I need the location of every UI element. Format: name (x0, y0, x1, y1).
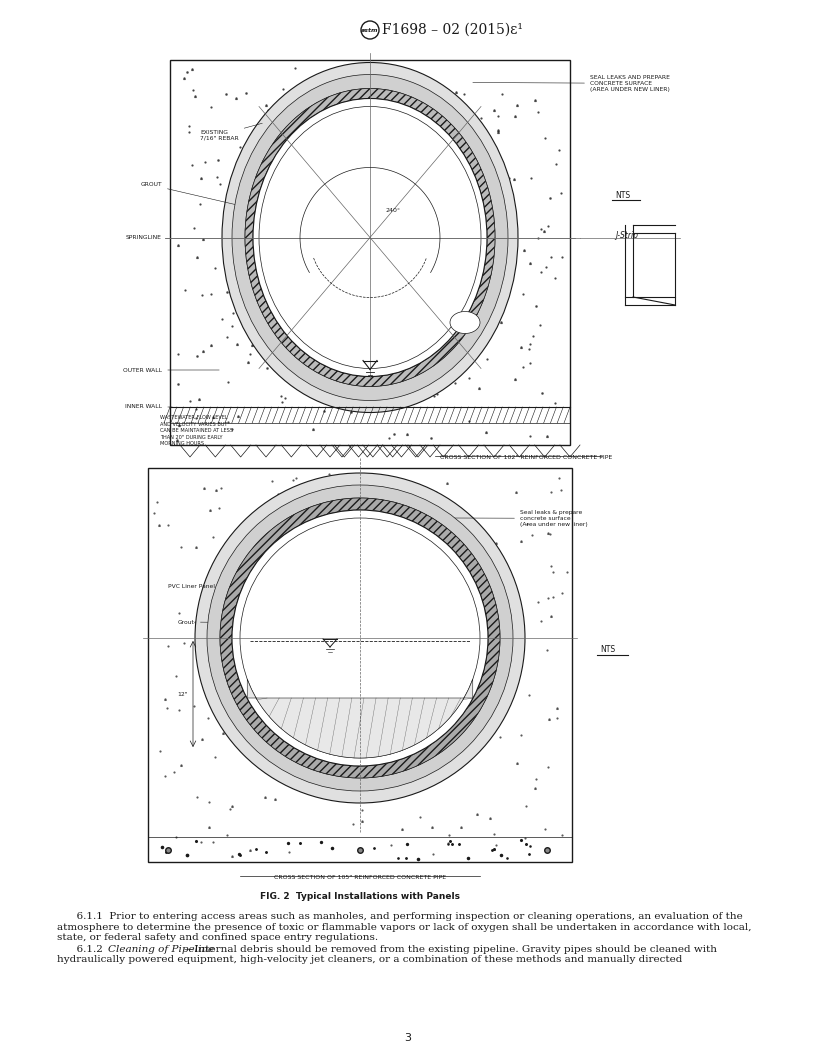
Text: OUTER WALL: OUTER WALL (123, 367, 162, 373)
Text: 6.1.2: 6.1.2 (57, 944, 109, 954)
Text: NTS: NTS (615, 190, 630, 200)
Text: CROSS SECTION OF 105" REINFORCED CONCRETE PIPE: CROSS SECTION OF 105" REINFORCED CONCRET… (274, 875, 446, 880)
Text: Seal leaks & prepare
concrete surface
(Area under new liner): Seal leaks & prepare concrete surface (A… (453, 510, 588, 527)
Text: 240°: 240° (385, 208, 400, 213)
Circle shape (207, 485, 513, 791)
Text: state, or federal safety and confined space entry regulations.: state, or federal safety and confined sp… (57, 934, 378, 942)
Text: Wastewater flow level
& velocity varies: Wastewater flow level & velocity varies (382, 643, 481, 723)
Text: PVC Liner Panel: PVC Liner Panel (168, 574, 281, 589)
Text: GROUT: GROUT (140, 183, 246, 207)
Ellipse shape (232, 75, 508, 400)
Text: FIG. 2  Typical Installations with Panels: FIG. 2 Typical Installations with Panels (260, 892, 460, 901)
Text: Cleaning of Pipeline: Cleaning of Pipeline (108, 944, 214, 954)
Text: 3: 3 (405, 1033, 411, 1043)
Bar (148, 468, 572, 862)
Text: 12": 12" (177, 692, 188, 697)
Circle shape (195, 473, 525, 803)
Ellipse shape (450, 312, 480, 334)
Text: J-Strip: J-Strip (615, 230, 638, 240)
Text: —Internal debris should be removed from the existing pipeline. Gravity pipes sho: —Internal debris should be removed from … (184, 944, 717, 954)
Text: SPRINGLINE: SPRINGLINE (126, 235, 162, 240)
Ellipse shape (222, 62, 518, 413)
Text: EXISTING
7/16" REBAR: EXISTING 7/16" REBAR (200, 124, 262, 140)
Circle shape (232, 510, 488, 766)
Text: hydraulically powered equipment, high-velocity jet cleaners, or a combination of: hydraulically powered equipment, high-ve… (57, 955, 682, 964)
Text: 6.1.1  Prior to entering access areas such as manholes, and performing inspectio: 6.1.1 Prior to entering access areas suc… (57, 912, 743, 921)
Ellipse shape (259, 107, 481, 369)
Bar (170, 60, 570, 445)
Text: atmosphere to determine the presence of toxic or flammable vapors or lack of oxy: atmosphere to determine the presence of … (57, 923, 752, 931)
Text: astm: astm (361, 27, 379, 33)
Ellipse shape (245, 89, 495, 386)
Ellipse shape (253, 98, 487, 377)
Text: PVC LINER
PANEL: PVC LINER PANEL (279, 170, 311, 199)
Text: WASTEWATER FLOW LEVEL
AND VELOCITY VARIES BUT
CAN BE MAINTAINED AT LESS
THAN 20": WASTEWATER FLOW LEVEL AND VELOCITY VARIE… (160, 415, 233, 447)
Text: CROSS SECTION OF 102" REINFORCED CONCRETE PIPE: CROSS SECTION OF 102" REINFORCED CONCRET… (440, 455, 612, 460)
Text: INNER WALL: INNER WALL (125, 404, 162, 410)
Text: F1698 – 02 (2015)ε¹: F1698 – 02 (2015)ε¹ (382, 23, 523, 37)
Text: #3 REBAR: #3 REBAR (353, 314, 416, 333)
PathPatch shape (245, 89, 495, 386)
PathPatch shape (220, 498, 500, 778)
Text: Grout: Grout (178, 620, 280, 624)
Polygon shape (247, 679, 472, 758)
Text: NTS: NTS (600, 645, 615, 655)
Text: Remove existing solids, debris
as required for liner installation: Remove existing solids, debris as requir… (330, 711, 425, 775)
Text: SEAL LEAKS AND PREPARE
CONCRETE SURFACE
(AREA UNDER NEW LINER): SEAL LEAKS AND PREPARE CONCRETE SURFACE … (472, 75, 670, 92)
Circle shape (220, 498, 500, 778)
Circle shape (240, 518, 480, 758)
